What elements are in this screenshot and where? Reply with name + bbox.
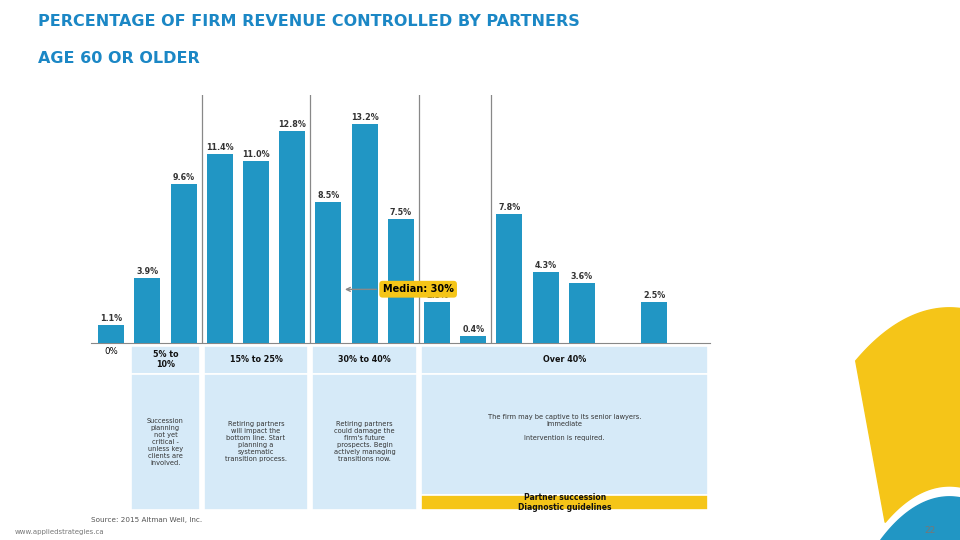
Text: Over 40%: Over 40% bbox=[543, 355, 587, 364]
Text: Partner succession
Diagnostic guidelines: Partner succession Diagnostic guidelines bbox=[517, 493, 612, 512]
Bar bbox=[569, 284, 595, 343]
Text: 9.6%: 9.6% bbox=[173, 173, 195, 182]
Text: Succession
planning
not yet
critical -
unless key
clients are
involved.: Succession planning not yet critical - u… bbox=[147, 418, 184, 466]
Bar bbox=[460, 336, 487, 343]
Text: 22: 22 bbox=[924, 525, 936, 535]
Text: 2.5%: 2.5% bbox=[426, 291, 448, 300]
Bar bbox=[496, 214, 522, 343]
Bar bbox=[388, 219, 414, 343]
Bar bbox=[206, 154, 232, 343]
Text: 11.4%: 11.4% bbox=[206, 143, 233, 152]
Text: Median: 30%: Median: 30% bbox=[347, 284, 453, 294]
Bar bbox=[641, 301, 667, 343]
Text: 12.8%: 12.8% bbox=[278, 120, 306, 129]
Bar bbox=[171, 184, 197, 343]
Text: 30% to 40%: 30% to 40% bbox=[338, 355, 391, 364]
Text: 3.6%: 3.6% bbox=[571, 272, 593, 281]
Bar bbox=[134, 278, 160, 343]
Bar bbox=[351, 124, 377, 343]
Text: Retiring partners
could damage the
firm's future
prospects. Begin
actively manag: Retiring partners could damage the firm'… bbox=[334, 422, 396, 462]
Text: 0.4%: 0.4% bbox=[462, 325, 484, 334]
Text: 5% to
10%: 5% to 10% bbox=[153, 350, 179, 369]
Text: 2.5%: 2.5% bbox=[643, 291, 665, 300]
Text: AGE 60 OR OLDER: AGE 60 OR OLDER bbox=[38, 51, 200, 66]
Text: 4.3%: 4.3% bbox=[535, 261, 557, 269]
Text: www.appliedstrategies.ca: www.appliedstrategies.ca bbox=[14, 529, 104, 535]
Text: The firm may be captive to its senior lawyers.
Immediate

Intervention is requir: The firm may be captive to its senior la… bbox=[488, 415, 641, 442]
Text: 13.2%: 13.2% bbox=[350, 113, 378, 123]
Bar bbox=[315, 202, 342, 343]
Text: 11.0%: 11.0% bbox=[242, 150, 270, 159]
Text: PERCENTAGE OF FIRM REVENUE CONTROLLED BY PARTNERS: PERCENTAGE OF FIRM REVENUE CONTROLLED BY… bbox=[38, 14, 580, 29]
Text: 3.9%: 3.9% bbox=[136, 267, 158, 276]
Bar bbox=[533, 272, 559, 343]
Text: 1.1%: 1.1% bbox=[100, 314, 122, 323]
Text: Retiring partners
will impact the
bottom line. Start
planning a
systematic
trans: Retiring partners will impact the bottom… bbox=[225, 422, 287, 462]
Text: 7.5%: 7.5% bbox=[390, 208, 412, 217]
Bar bbox=[98, 325, 124, 343]
Text: 15% to 25%: 15% to 25% bbox=[229, 355, 282, 364]
Text: Source: 2015 Altman Weil, Inc.: Source: 2015 Altman Weil, Inc. bbox=[91, 517, 203, 523]
Text: 7.8%: 7.8% bbox=[498, 202, 520, 212]
Polygon shape bbox=[836, 497, 960, 540]
Polygon shape bbox=[855, 308, 960, 540]
Bar bbox=[424, 301, 450, 343]
Bar bbox=[243, 161, 269, 343]
Text: 8.5%: 8.5% bbox=[317, 191, 340, 200]
Bar bbox=[279, 131, 305, 343]
